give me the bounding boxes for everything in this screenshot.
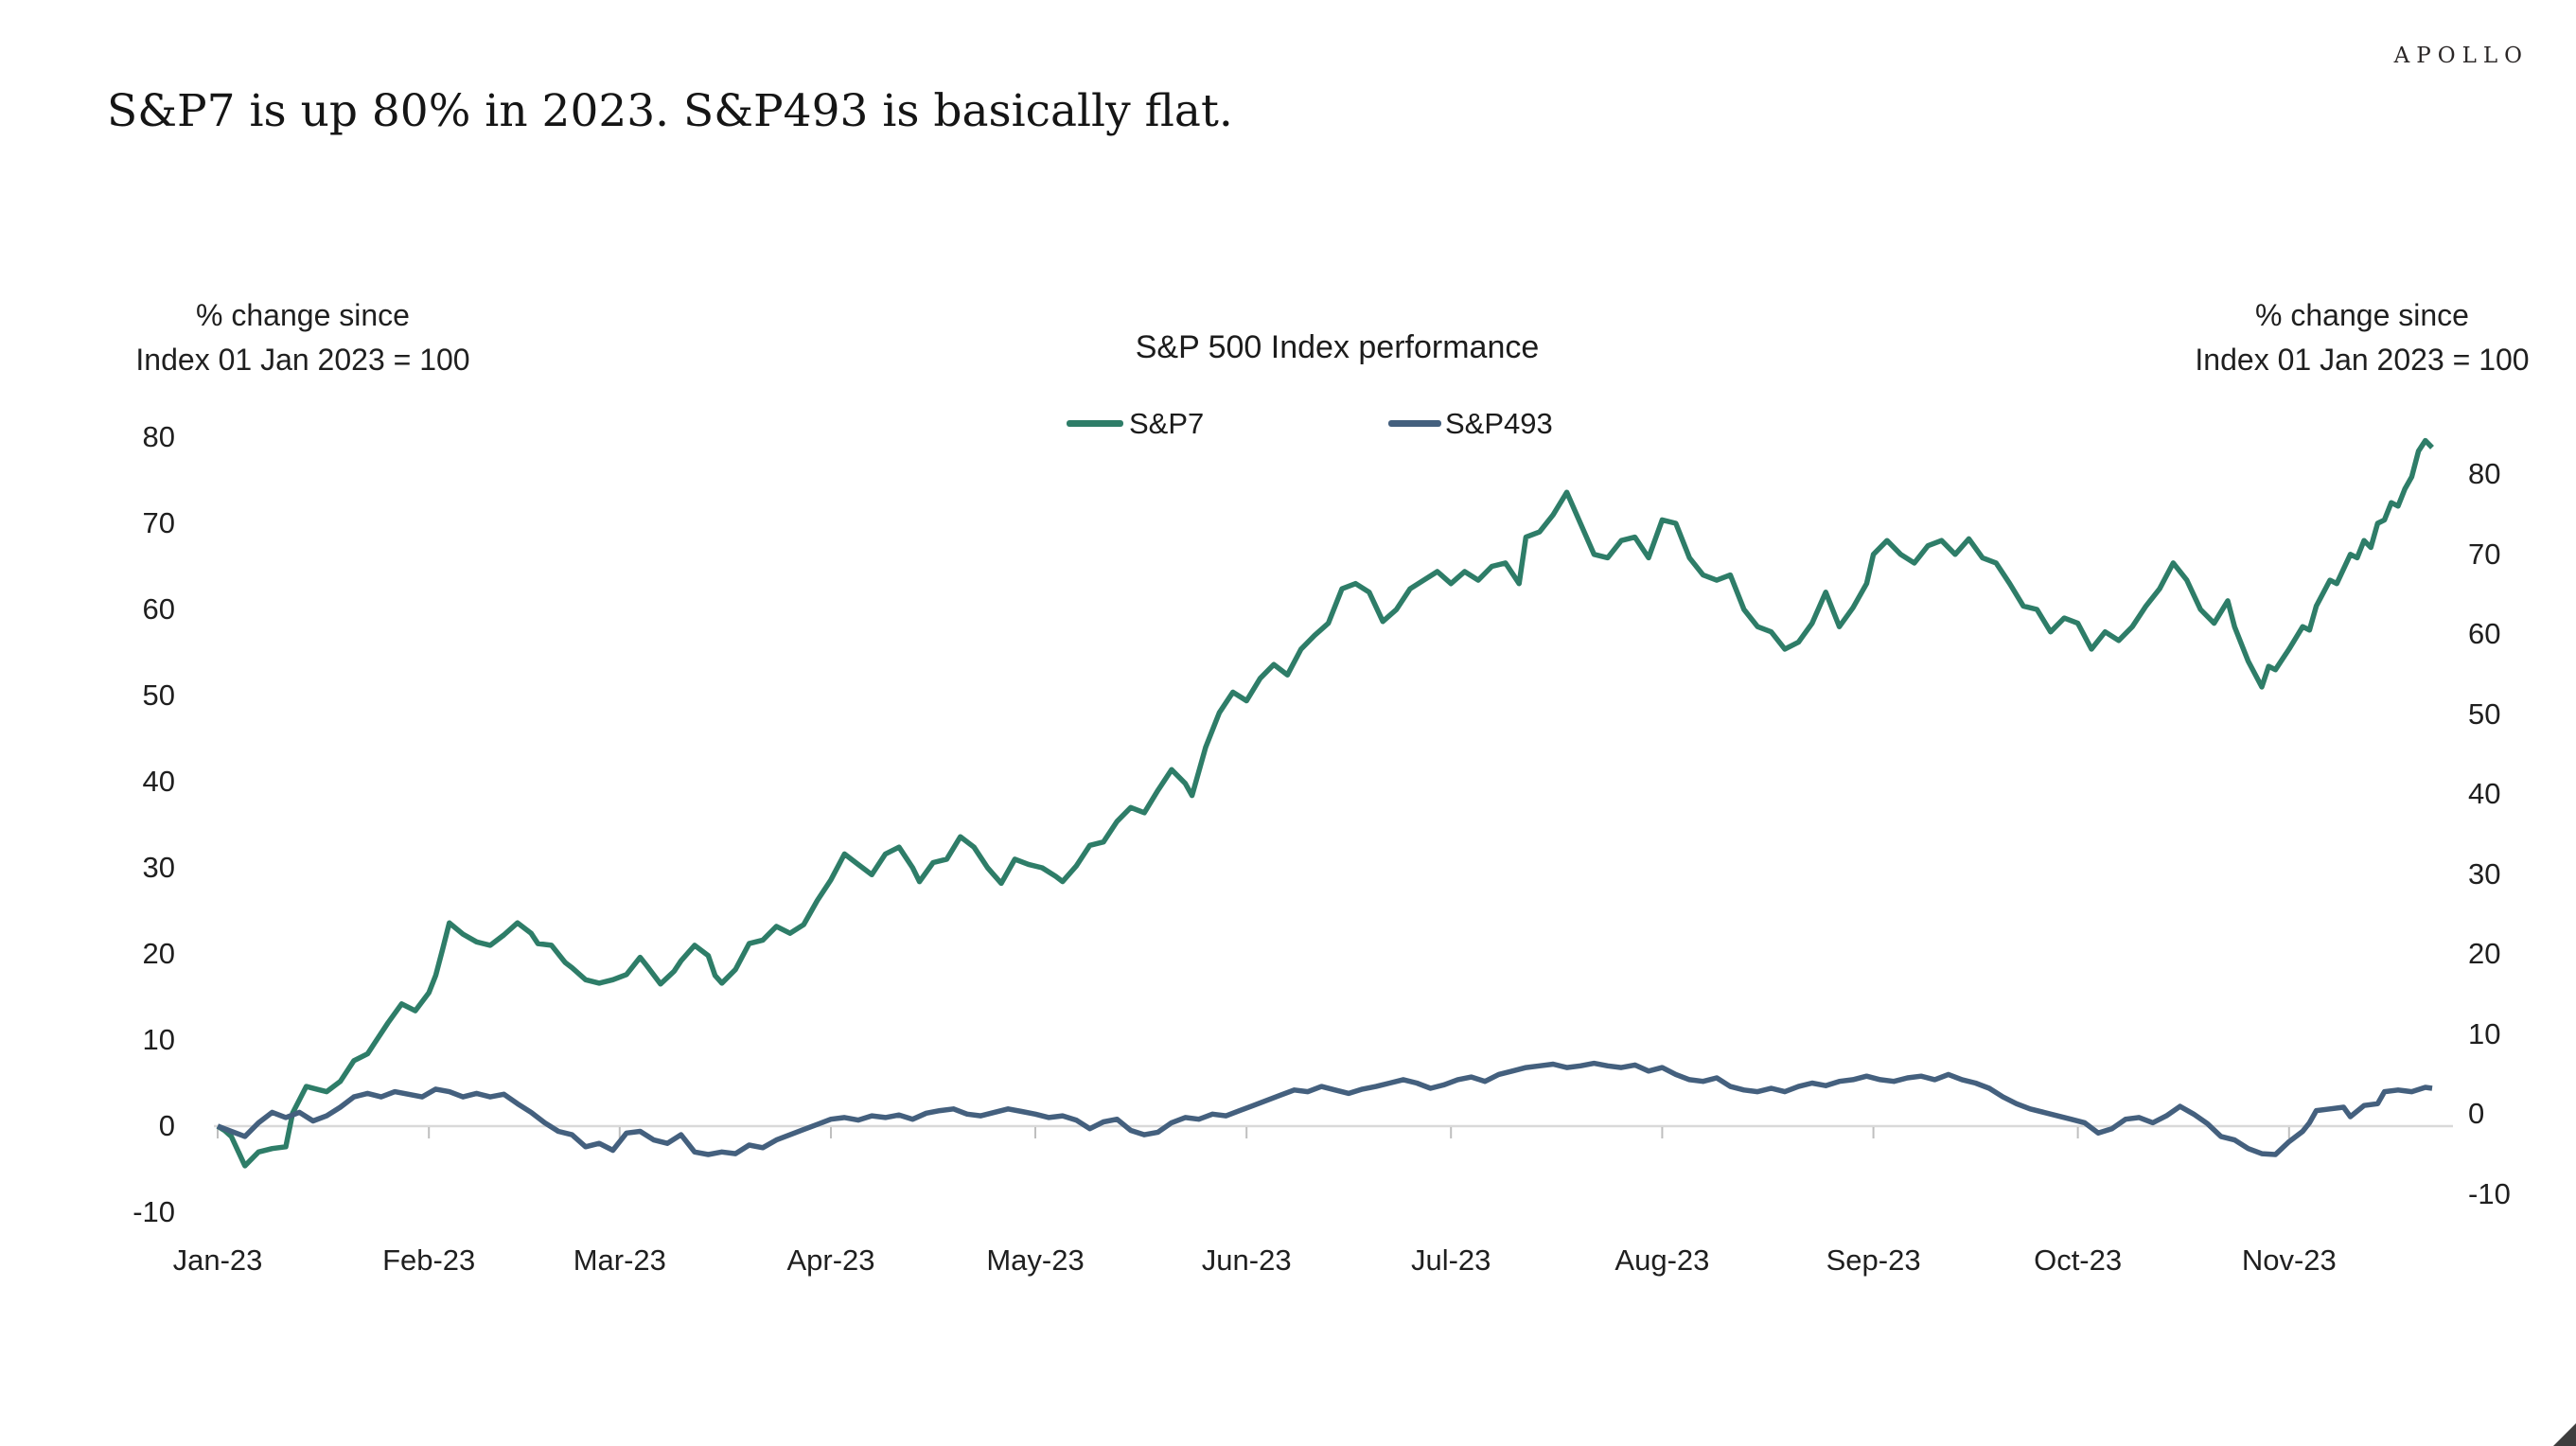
y-tick-label-right: 0: [2468, 1097, 2485, 1130]
apollo-logo: APOLLO: [2393, 44, 2529, 68]
corner-mark: [2553, 1423, 2576, 1446]
y-tick-label-right: 10: [2468, 1016, 2501, 1050]
series-line-sp7: [216, 437, 2434, 1169]
x-tick-label: May-23: [986, 1243, 1085, 1277]
x-tick-label: Jul-23: [1410, 1243, 1491, 1277]
y-tick-label-left: 60: [142, 592, 175, 626]
y-tick-label-right: 60: [2468, 617, 2501, 650]
x-tick-label: Apr-23: [786, 1243, 875, 1277]
y-tick-label-right: 50: [2468, 697, 2501, 731]
y-tick-label-left: 40: [142, 765, 175, 798]
legend-label-sp7: S&P7: [1129, 407, 1205, 440]
x-tick-label: Feb-23: [382, 1243, 476, 1277]
legend-line-icon-sp7: [1067, 420, 1123, 427]
y-tick-label-left: 0: [158, 1109, 175, 1142]
y-tick-label-right: 30: [2468, 856, 2501, 891]
right-axis-header: % change since Index 01 Jan 2023 = 100: [2195, 293, 2529, 382]
right-axis-header-line2: Index 01 Jan 2023 = 100: [2195, 343, 2530, 377]
x-tick-label: Jan-23: [172, 1243, 263, 1277]
y-tick-label-right: 70: [2468, 537, 2501, 571]
y-tick-label-left: 80: [142, 420, 175, 453]
y-tick-label-right: 20: [2468, 937, 2501, 970]
left-axis-header-line2: Index 01 Jan 2023 = 100: [135, 343, 470, 377]
left-axis-header: % change since Index 01 Jan 2023 = 100: [135, 293, 469, 382]
legend-line-icon-sp493: [1388, 420, 1441, 427]
y-tick-label-left: 50: [142, 679, 175, 712]
legend-label-sp493: S&P493: [1445, 407, 1553, 440]
y-tick-label-left: 70: [142, 506, 175, 539]
x-tick-label: Aug-23: [1614, 1243, 1710, 1277]
x-tick-label: Jun-23: [1201, 1243, 1292, 1277]
y-tick-label-left: 20: [142, 937, 175, 970]
y-tick-label-right: 80: [2468, 457, 2501, 490]
x-tick-label: Sep-23: [1826, 1243, 1921, 1277]
y-tick-label-right: 40: [2468, 777, 2501, 810]
right-axis-header-line1: % change since: [2255, 298, 2469, 332]
y-tick-label-right: -10: [2468, 1176, 2511, 1210]
x-tick-label: Oct-23: [2034, 1243, 2123, 1277]
y-tick-label-left: 10: [142, 1023, 175, 1056]
y-tick-label-left: -10: [132, 1195, 175, 1228]
series-line-sp493: [217, 1060, 2433, 1157]
x-tick-label: Nov-23: [2241, 1243, 2337, 1277]
left-axis-header-line1: % change since: [196, 298, 410, 332]
chart-title: S&P 500 Index performance: [1135, 329, 1540, 365]
y-tick-label-left: 30: [142, 851, 175, 884]
page-title: S&P7 is up 80% in 2023. S&P493 is basica…: [107, 85, 1233, 137]
x-tick-label: Mar-23: [573, 1243, 666, 1277]
